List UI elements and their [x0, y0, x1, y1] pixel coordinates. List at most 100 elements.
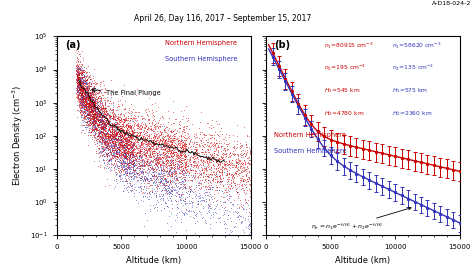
- Point: [84, 111, 92, 116]
- Point: [107, 143, 115, 147]
- Point: [160, 185, 168, 189]
- Point: [146, 151, 153, 155]
- Point: [137, 170, 145, 175]
- Point: [99, 148, 107, 153]
- Point: [155, 141, 163, 146]
- Point: [87, 109, 94, 113]
- Point: [149, 143, 157, 147]
- Point: [116, 140, 124, 144]
- Point: [191, 188, 199, 193]
- Point: [101, 87, 109, 91]
- Point: [243, 200, 250, 204]
- Point: [82, 111, 89, 116]
- Point: [173, 137, 180, 141]
- Point: [84, 116, 92, 121]
- Point: [117, 131, 125, 136]
- Point: [234, 189, 241, 194]
- Point: [212, 166, 219, 171]
- Point: [150, 176, 157, 180]
- Point: [206, 159, 213, 164]
- Point: [227, 186, 234, 191]
- Point: [101, 122, 109, 127]
- Point: [123, 151, 131, 155]
- Point: [76, 85, 83, 90]
- Point: [142, 142, 150, 146]
- Point: [73, 80, 80, 84]
- Point: [76, 90, 84, 95]
- Point: [173, 154, 180, 158]
- Point: [150, 143, 158, 147]
- Point: [124, 116, 132, 120]
- Point: [77, 64, 84, 69]
- Point: [82, 99, 90, 104]
- Point: [202, 165, 210, 170]
- Point: [196, 131, 204, 136]
- Point: [134, 148, 142, 153]
- Point: [73, 86, 81, 90]
- Point: [160, 137, 168, 141]
- Point: [141, 160, 148, 164]
- Point: [154, 129, 161, 133]
- Point: [143, 138, 150, 142]
- Point: [205, 210, 212, 214]
- Point: [192, 147, 200, 151]
- Point: [113, 137, 120, 141]
- Point: [168, 141, 176, 145]
- Point: [80, 85, 87, 89]
- Point: [85, 112, 93, 116]
- Point: [73, 90, 81, 94]
- Point: [186, 137, 194, 142]
- Point: [84, 98, 92, 102]
- Point: [86, 96, 94, 100]
- Point: [212, 160, 220, 164]
- Point: [181, 209, 189, 214]
- Point: [78, 105, 86, 110]
- Point: [165, 160, 173, 164]
- Point: [107, 143, 114, 147]
- Point: [87, 108, 95, 112]
- Point: [76, 67, 83, 72]
- Point: [85, 84, 92, 88]
- Point: [130, 117, 138, 122]
- Point: [164, 157, 172, 162]
- Point: [80, 106, 88, 111]
- Point: [89, 86, 97, 91]
- Point: [106, 134, 114, 139]
- Point: [246, 230, 253, 234]
- Point: [109, 139, 117, 143]
- Point: [97, 130, 104, 135]
- Point: [140, 185, 148, 189]
- Point: [163, 188, 170, 192]
- Point: [91, 118, 99, 122]
- Point: [144, 186, 152, 190]
- Point: [114, 130, 121, 134]
- Point: [237, 179, 245, 184]
- Point: [78, 67, 86, 72]
- Point: [139, 163, 146, 167]
- Point: [81, 75, 88, 80]
- Point: [189, 174, 196, 178]
- Point: [117, 124, 124, 128]
- Point: [75, 97, 83, 101]
- Point: [133, 137, 140, 142]
- Point: [188, 162, 195, 166]
- Point: [99, 113, 107, 118]
- Point: [110, 153, 118, 158]
- Point: [206, 185, 214, 190]
- Point: [87, 126, 94, 130]
- Point: [229, 179, 237, 184]
- Point: [96, 123, 103, 127]
- Point: [121, 156, 129, 160]
- Point: [194, 160, 201, 164]
- Point: [129, 173, 137, 177]
- Point: [216, 174, 223, 178]
- Point: [99, 127, 106, 131]
- Point: [98, 119, 105, 123]
- Point: [119, 189, 127, 193]
- Point: [107, 115, 114, 120]
- Point: [86, 97, 93, 102]
- Point: [130, 158, 137, 163]
- Point: [81, 88, 89, 92]
- Point: [209, 159, 217, 163]
- Point: [104, 111, 111, 116]
